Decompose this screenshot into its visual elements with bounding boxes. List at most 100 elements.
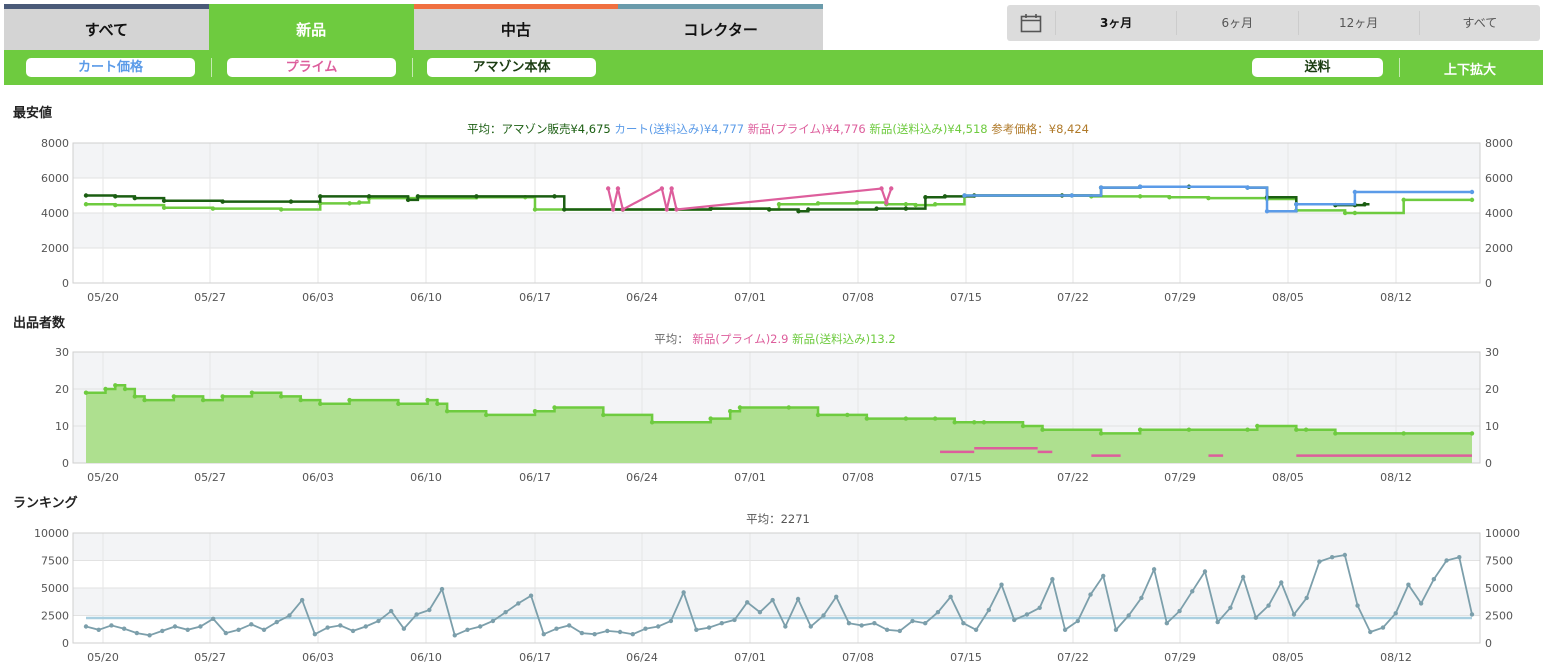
series-point-rank [783, 624, 788, 629]
y-tick-label-right: 7500 [1485, 555, 1513, 568]
series-point-rank [681, 590, 686, 595]
series-point-rank [516, 601, 521, 606]
series-point-rank [121, 626, 127, 631]
series-point-new-ship [708, 416, 713, 421]
series-point-amazon [220, 199, 225, 204]
x-tick-label: 06/17 [519, 471, 551, 484]
x-tick-label: 07/22 [1057, 471, 1089, 484]
series-point-new-ship [786, 405, 791, 410]
series-point-rank [617, 629, 623, 635]
tab-collector[interactable]: コレクター [618, 4, 823, 50]
price-chart: 0 0 2000 2000 4000 4000 6000 6000 8000 8000 05/20 0… [41, 122, 1513, 304]
series-point-rank [884, 627, 890, 632]
series-point-rank [503, 610, 508, 615]
series-point-prime [879, 186, 884, 191]
x-tick-label: 06/24 [626, 291, 658, 304]
range-option-12m[interactable]: 12ヶ月 [1297, 11, 1419, 35]
series-point-rank [1304, 595, 1309, 601]
series-point-new-ship [552, 405, 557, 410]
series-line-rank [85, 553, 1473, 637]
series-point-amazon [318, 194, 323, 199]
series-point-rank [477, 624, 483, 629]
series-point-prime [889, 186, 894, 191]
series-point-rank [1177, 608, 1182, 614]
x-tick-label: 07/08 [842, 471, 874, 484]
series-point-prime [884, 200, 889, 205]
series-point-new-ship [435, 401, 440, 406]
series-point-rank [312, 632, 318, 637]
series-point-rank [185, 627, 190, 632]
series-point-new-ship [903, 416, 909, 421]
series-point-rank [1062, 627, 1068, 632]
legend-item: 新品(プライム)¥4,776 [744, 122, 866, 136]
ranking-chart: 0 0 2500 2500 5000 5000 7500 7500 10000 10000 05/2… [34, 512, 1520, 664]
amazon-toggle[interactable]: アマゾン本体 [427, 58, 596, 77]
series-point-rank [846, 621, 852, 626]
series-point-new_ship [357, 200, 362, 205]
tab-new[interactable]: 新品 [208, 4, 414, 50]
tab-used[interactable]: 中古 [413, 4, 619, 50]
series-point-rank [935, 610, 941, 615]
series-point-rank [465, 627, 470, 632]
y-tick-label: 30 [55, 346, 69, 359]
series-point-new_ship [210, 206, 216, 211]
x-tick-label: 06/10 [410, 471, 442, 484]
series-point-new-ship [649, 420, 655, 425]
x-tick-label: 06/10 [410, 291, 442, 304]
grid-band [73, 213, 1480, 248]
series-point-rank [630, 632, 635, 637]
series-point-new-ship [737, 405, 743, 410]
series-point-rank [1012, 617, 1017, 623]
range-option-3m[interactable]: 3ヶ月 [1055, 11, 1176, 35]
series-point-new-ship [864, 416, 870, 421]
x-tick-label: 07/08 [842, 651, 874, 664]
range-option-6m[interactable]: 6ヶ月 [1176, 11, 1297, 35]
series-point-rank [1457, 555, 1462, 560]
series-point-new_ship [1469, 197, 1475, 203]
legend-item: 参考価格：¥8,424 [988, 122, 1089, 136]
x-tick-label: 07/29 [1164, 291, 1196, 304]
series-point-rank [299, 597, 305, 603]
series-point-rank [1151, 567, 1157, 572]
series-point-rank [1050, 577, 1055, 582]
series-point-rank [1075, 618, 1081, 624]
calendar-icon[interactable] [1007, 13, 1055, 33]
series-point-rank [1418, 601, 1424, 606]
divider [412, 58, 413, 77]
series-point-rank [897, 628, 902, 634]
y-tick-label: 7500 [41, 555, 69, 568]
series-point-cart [1137, 184, 1143, 189]
series-point-rank [83, 624, 89, 629]
cart-price-toggle[interactable]: カート価格 [26, 58, 195, 77]
y-tick-label-right: 8000 [1485, 137, 1513, 150]
series-point-rank [1228, 605, 1233, 610]
x-tick-label: 05/20 [87, 291, 119, 304]
series-point-rank [147, 633, 152, 638]
vertical-zoom-toggle[interactable]: 上下拡大 [1444, 63, 1497, 78]
x-tick-label: 06/24 [626, 471, 658, 484]
x-tick-label: 06/03 [302, 291, 334, 304]
series-point-rank [1368, 629, 1373, 635]
series-point-new_ship [161, 205, 167, 210]
series-point-new_ship [347, 201, 352, 206]
series-point-rank [236, 627, 241, 632]
series-point-cart [1264, 209, 1270, 214]
x-tick-label: 05/20 [87, 651, 119, 664]
series-point-rank [1202, 569, 1208, 574]
y-tick-label-right: 0 [1485, 457, 1492, 470]
y-tick-label-right: 2500 [1485, 610, 1513, 623]
series-point-rank [910, 618, 915, 624]
series-point-new-ship [220, 394, 225, 399]
series-point-prime [674, 207, 679, 212]
filter-bar: カート価格 プライム アマゾン本体 送料 上下拡大 [4, 50, 1543, 85]
legend-item: 新品(プライム)2.9 [689, 332, 789, 346]
tab-all[interactable]: すべて [4, 4, 209, 50]
legend-item: 新品(送料込み)13.2 [788, 332, 895, 346]
series-point-new-ship [601, 412, 606, 418]
range-option-all[interactable]: すべて [1418, 11, 1540, 35]
shipping-toggle[interactable]: 送料 [1252, 58, 1383, 77]
prime-toggle[interactable]: プライム [227, 58, 396, 77]
series-point-rank [490, 618, 496, 624]
series-point-rank [1190, 589, 1195, 594]
series-point-rank [160, 628, 165, 634]
